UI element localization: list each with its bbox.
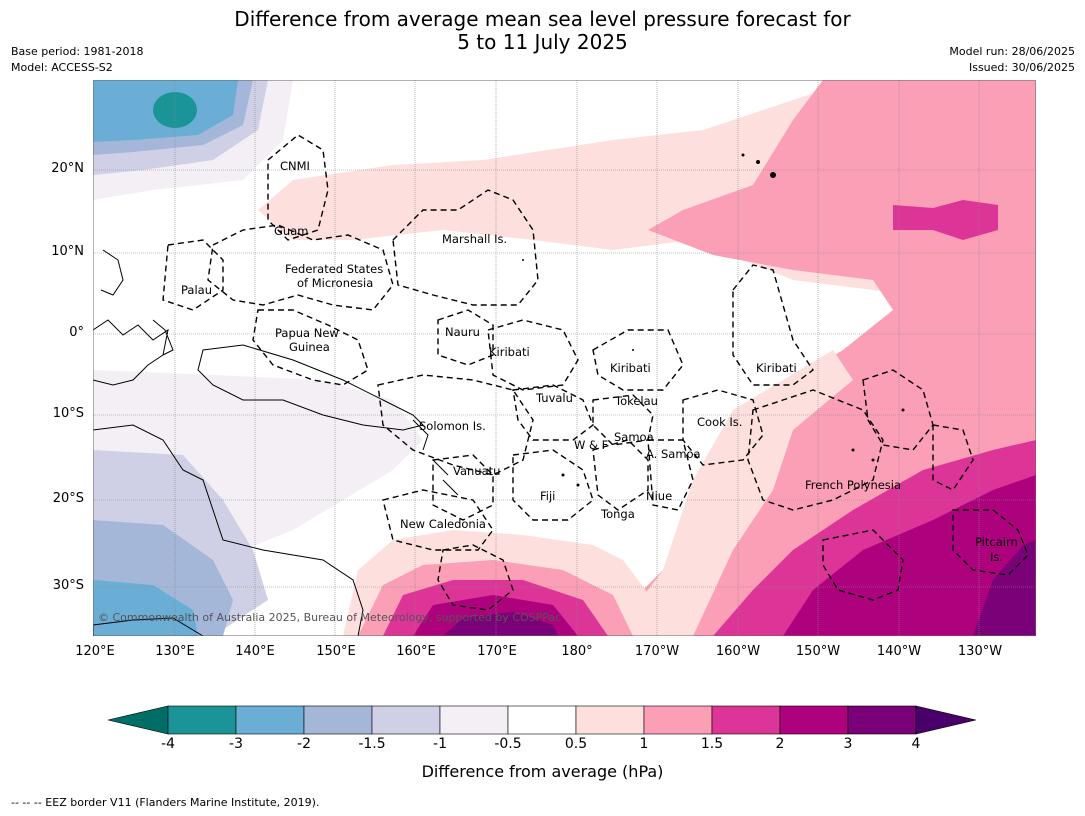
eez-borders: [162, 134, 1029, 611]
anomaly-pos-0-5-to-1-east: [613, 350, 853, 636]
y-tick-label: 30°S: [52, 578, 84, 593]
label-cook: Cook Is.: [697, 415, 742, 429]
x-tick-label: 130°W: [957, 644, 1003, 659]
label-newcal: New Caledonia: [400, 517, 486, 531]
colorbar-tick-label: -4: [161, 736, 175, 752]
anomaly-pos-1-5-to-2-hawaii: [893, 200, 998, 240]
eez-legend-footer: -- -- -- EEZ border V11 (Flanders Marine…: [11, 796, 320, 809]
colorbar-cell: [779, 705, 849, 735]
label-cnmi: CNMI: [280, 159, 310, 173]
label-guam: Guam: [274, 224, 308, 238]
label-fsm-1: Federated States: [285, 262, 383, 276]
colorbar-tick-label: 1.5: [700, 736, 724, 752]
label-kiribati-central: Kiribati: [610, 361, 651, 375]
label-pitcairn-2: Is.: [990, 550, 1003, 564]
colorbar-tick-label: -2: [297, 736, 311, 752]
label-kiribati-west: Kiribati: [489, 345, 530, 359]
colorbar-tick-label: -1: [433, 736, 447, 752]
x-tick-label: 160°W: [715, 644, 761, 659]
colorbar-cell: [643, 705, 713, 735]
anomaly-pos-2-to-3-se: [783, 475, 1036, 636]
issued-date: Issued: 30/06/2025: [968, 61, 1075, 74]
colorbar-low-extend: [107, 705, 169, 735]
colorbar-cell: [371, 705, 441, 735]
colorbar-tick-label: 4: [911, 736, 921, 752]
label-png-1: Papua New: [275, 326, 339, 340]
base-period: Base period: 1981-2018: [11, 45, 144, 58]
label-tuvalu: Tuvalu: [535, 391, 573, 405]
colorbar-cell: [303, 705, 373, 735]
model-name: Model: ACCESS-S2: [11, 61, 113, 74]
label-tokelau: Tokelau: [614, 394, 658, 408]
x-tick-label: 140°E: [235, 644, 275, 659]
label-fiji: Fiji: [540, 489, 555, 503]
label-niue: Niue: [646, 489, 672, 503]
label-fsm-2: of Micronesia: [297, 276, 373, 290]
x-tick-label: 170°E: [477, 644, 517, 659]
model-run: Model run: 28/06/2025: [949, 45, 1075, 58]
colorbar-tick-label: -0.5: [494, 736, 522, 752]
coastlines: [93, 249, 459, 636]
colorbar-tick-label: 2: [775, 736, 785, 752]
x-tick-label: 170°W: [634, 644, 680, 659]
colorbar-cell: [575, 705, 645, 735]
label-asamoa: A. Samoa: [646, 447, 701, 461]
copyright-credit: © Commonwealth of Australia 2025, Bureau…: [98, 611, 561, 624]
colorbar-high-extend: [915, 705, 977, 735]
colorbar-tick-label: -1.5: [358, 736, 386, 752]
label-pitcairn-1: Pitcairn: [975, 535, 1018, 549]
colorbar-cell: [235, 705, 305, 735]
label-vanuatu: Vanuatu: [453, 464, 500, 478]
y-tick-label: 20°S: [52, 491, 84, 506]
label-marshall: Marshall Is.: [442, 232, 507, 246]
colorbar-cell: [439, 705, 509, 735]
x-tick-label: 140°W: [876, 644, 922, 659]
colorbar-cell: [167, 705, 237, 735]
anomaly-pos-3-to-4-se: [973, 540, 1036, 636]
colorbar-tick-label: -3: [229, 736, 243, 752]
x-tick-label: 150°E: [316, 644, 356, 659]
label-kiribati-east: Kiribati: [756, 361, 797, 375]
label-png-2: Guinea: [289, 340, 330, 354]
label-frpoly: French Polynesia: [805, 478, 901, 492]
label-wf: W & F: [574, 438, 608, 452]
y-tick-label: 0°: [69, 325, 84, 340]
x-tick-label: 180°: [561, 644, 593, 659]
chart-title-line2: 5 to 11 July 2025: [457, 30, 628, 54]
x-tick-label: 160°E: [396, 644, 436, 659]
colorbar-title: Difference from average (hPa): [421, 762, 664, 781]
label-nauru: Nauru: [445, 325, 480, 339]
colorbar-tick-label: 1: [639, 736, 649, 752]
label-palau: Palau: [181, 283, 212, 297]
colorbar-cell: [711, 705, 781, 735]
x-tick-label: 120°E: [75, 644, 115, 659]
chart-title-line1: Difference from average mean sea level p…: [234, 7, 851, 31]
y-tick-label: 10°S: [52, 406, 84, 421]
colorbar: [107, 705, 977, 735]
y-tick-label: 10°N: [51, 244, 84, 259]
colorbar-tick-label: 3: [843, 736, 853, 752]
colorbar-cell: [847, 705, 917, 735]
gridlines: [93, 80, 1036, 636]
label-samoa: Samoa: [614, 430, 654, 444]
colorbar-tick-label: 0.5: [564, 736, 588, 752]
island-marks: [522, 153, 905, 487]
label-solomon: Solomon Is.: [419, 419, 486, 433]
y-tick-label: 20°N: [51, 161, 84, 176]
colorbar-cell: [507, 705, 577, 735]
x-tick-label: 150°W: [795, 644, 841, 659]
x-tick-label: 130°E: [155, 644, 195, 659]
label-tonga: Tonga: [600, 507, 635, 521]
pressure-anomaly-map: CNMI Guam Marshall Is. Federated States …: [93, 80, 1036, 636]
anomaly-pos-south-3: [443, 612, 558, 636]
